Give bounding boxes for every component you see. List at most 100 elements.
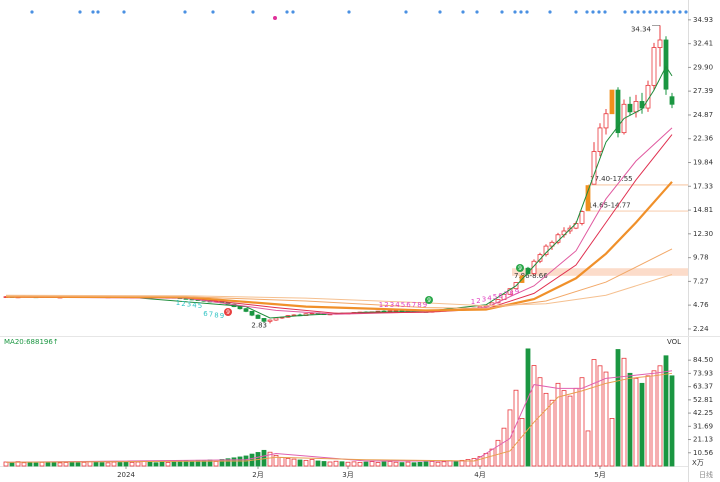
event-dot	[30, 10, 34, 14]
x-tick-label: 5月	[594, 471, 605, 479]
volume-bar	[525, 348, 531, 467]
volume-bar	[573, 387, 579, 467]
td-count: 2	[384, 301, 388, 309]
td-count: 8	[214, 311, 218, 319]
volume-bar	[633, 377, 639, 467]
volume-bar	[165, 461, 171, 467]
x-tick-label: 3月	[342, 471, 353, 479]
volume-bar	[615, 349, 621, 467]
volume-bar	[279, 457, 285, 467]
y-tick-label: 17.33	[693, 182, 713, 190]
y-tick-label: 31.69	[693, 422, 713, 430]
event-dot	[183, 10, 187, 14]
volume-bar	[543, 392, 549, 467]
y-tick-label: 29.90	[693, 63, 713, 71]
volume-bar	[123, 461, 129, 467]
candle-body	[507, 288, 513, 295]
event-dot	[251, 10, 255, 14]
td-count: 3	[187, 301, 191, 309]
td-count: 6	[406, 301, 411, 309]
td-count: 9	[423, 301, 427, 309]
gap-band	[586, 210, 688, 212]
event-markers	[30, 10, 688, 20]
td-count: 9	[220, 312, 224, 320]
event-dot	[475, 10, 479, 14]
td-count: 8	[509, 289, 513, 297]
candle-body	[669, 96, 675, 105]
volume-bar	[603, 371, 609, 467]
volume-bar	[381, 461, 387, 467]
volume-bar	[465, 459, 471, 467]
volume-bar	[315, 460, 321, 467]
gap-band	[512, 268, 688, 276]
volume-bar	[117, 462, 123, 467]
volume-bar	[387, 461, 393, 467]
candle-body	[537, 254, 543, 262]
volume-bar	[411, 462, 417, 467]
ma-line	[5, 127, 673, 315]
volume-bar	[585, 430, 591, 467]
volume-bar	[513, 389, 519, 467]
event-dot	[291, 10, 295, 14]
volume-bar	[153, 462, 159, 467]
gap-label: 17.40-17.55	[590, 175, 633, 183]
volume-bar	[375, 462, 381, 467]
volume-unit: X万	[692, 459, 704, 467]
volume-bar	[429, 461, 435, 467]
y-tick-label: 10.56	[693, 449, 714, 457]
y-tick-label: 12.30	[693, 230, 713, 238]
volume-bar	[111, 461, 117, 467]
td-count: 6	[498, 292, 503, 300]
candle-body	[531, 260, 537, 274]
y-tick-label: 19.84	[693, 159, 714, 167]
volume-bar	[69, 461, 75, 467]
event-dot	[513, 10, 517, 14]
volume-bar	[39, 461, 45, 467]
event-dot	[96, 10, 100, 14]
td-badge-label: 9	[427, 297, 431, 304]
volume-bar	[645, 375, 651, 467]
volume-bar	[351, 461, 357, 467]
td-count: 9	[515, 288, 519, 296]
volume-bar	[405, 461, 411, 467]
candle-body	[267, 319, 273, 322]
td-count: 1	[471, 298, 475, 306]
volume-bar	[483, 453, 489, 467]
volume-bar	[285, 458, 291, 467]
y-tick-label: 22.36	[693, 135, 714, 143]
candle-body	[609, 89, 615, 115]
y-tick-label: 9.78	[693, 254, 709, 262]
td-count: 2	[181, 300, 185, 308]
volume-bar	[147, 461, 153, 467]
volume-bar	[453, 460, 459, 467]
volume-bar	[477, 456, 483, 467]
volume-bar	[669, 375, 675, 467]
volume-bar	[303, 459, 309, 467]
gap-band	[588, 184, 688, 186]
candle-body	[597, 127, 603, 152]
volume-bar	[225, 458, 231, 467]
event-dot	[404, 10, 408, 14]
volume-bar	[45, 461, 51, 467]
event-dot	[273, 16, 277, 20]
event-dot	[666, 10, 670, 14]
volume-ma-line	[5, 372, 673, 463]
td-badge-label: 9	[226, 309, 230, 316]
td-count: 4	[192, 301, 197, 309]
y-tick-label: 34.93	[693, 16, 713, 24]
event-dot	[585, 10, 589, 14]
volume-bar	[231, 457, 237, 467]
volume-bar	[555, 382, 561, 467]
y-tick-label: 4.76	[693, 301, 709, 309]
volume-bar	[105, 462, 111, 467]
td-badge	[516, 264, 524, 272]
event-dot	[78, 10, 82, 14]
ma-line	[5, 248, 673, 310]
td-count: 6	[203, 310, 208, 318]
event-dot	[648, 10, 652, 14]
candle-body	[651, 47, 657, 86]
volume-bar	[273, 454, 279, 467]
volume-ma-line	[5, 370, 673, 463]
event-dot	[438, 10, 442, 14]
